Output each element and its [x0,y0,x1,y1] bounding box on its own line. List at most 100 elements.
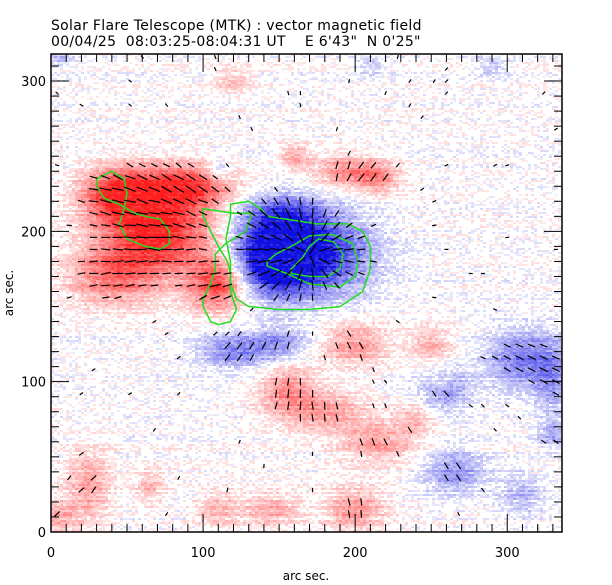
negative-field-cell [99,78,102,80]
positive-field-cell [174,108,177,110]
positive-field-cell [483,158,486,160]
positive-field-cell [105,54,108,56]
negative-field-cell [267,88,270,90]
negative-field-cell [162,126,165,128]
positive-field-cell [390,172,393,174]
positive-field-cell [222,60,225,62]
negative-field-cell [204,118,207,120]
positive-field-cell [129,158,132,160]
positive-field-cell [354,156,357,158]
positive-field-cell [177,158,180,160]
positive-field-cell [336,100,339,102]
negative-field-cell [552,144,555,146]
positive-field-cell [285,122,288,124]
positive-field-cell [420,172,423,174]
negative-field-cell [60,120,63,122]
positive-field-cell [228,68,231,70]
positive-field-cell [114,170,117,172]
positive-field-cell [195,176,198,178]
negative-field-cell [228,100,231,102]
negative-field-cell [114,58,117,60]
positive-field-cell [324,170,327,172]
positive-field-cell [291,172,294,174]
negative-field-cell [522,140,525,142]
positive-field-cell [246,86,249,88]
positive-field-cell [504,160,507,162]
negative-field-cell [534,88,537,90]
negative-field-cell [429,72,432,74]
positive-field-cell [360,174,363,176]
positive-field-cell [63,150,66,152]
negative-field-cell [255,156,258,158]
positive-field-cell [147,68,150,70]
negative-field-cell [498,76,501,78]
positive-field-cell [90,178,93,180]
positive-field-cell [351,140,354,142]
positive-field-cell [555,58,558,60]
negative-field-cell [534,56,537,58]
positive-field-cell [255,160,258,162]
positive-field-cell [399,116,402,118]
negative-field-cell [51,74,54,76]
negative-field-cell [441,130,444,132]
negative-field-cell [261,100,264,102]
positive-field-cell [534,84,537,86]
negative-field-cell [543,126,546,128]
positive-field-cell [528,84,531,86]
positive-field-cell [162,116,165,118]
negative-field-cell [327,94,330,96]
positive-field-cell [291,162,294,164]
positive-field-cell [279,128,282,130]
negative-field-cell [270,72,273,74]
positive-field-cell [228,58,231,60]
positive-field-cell [183,66,186,68]
positive-field-cell [504,126,507,128]
negative-field-cell [504,70,507,72]
positive-field-cell [96,174,99,176]
positive-field-cell [138,124,141,126]
positive-field-cell [378,148,381,150]
positive-field-cell [345,164,348,166]
negative-field-cell [153,80,156,82]
negative-field-cell [546,166,549,168]
positive-field-cell [99,158,102,160]
negative-field-cell [360,94,363,96]
negative-field-cell [474,68,477,70]
positive-field-cell [396,130,399,132]
positive-field-cell [486,174,489,176]
positive-field-cell [162,76,165,78]
positive-field-cell [297,142,300,144]
positive-field-cell [549,160,552,162]
positive-field-cell [375,162,378,164]
negative-field-cell [516,168,519,170]
positive-field-cell [525,174,528,176]
positive-field-cell [93,82,96,84]
positive-field-cell [105,134,108,136]
positive-field-cell [201,170,204,172]
positive-field-cell [147,166,150,168]
negative-field-cell [489,78,492,80]
positive-field-cell [162,70,165,72]
positive-field-cell [243,174,246,176]
positive-field-cell [117,142,120,144]
negative-field-cell [156,106,159,108]
negative-field-cell [285,120,288,122]
positive-field-cell [135,180,138,182]
positive-field-cell [231,140,234,142]
positive-field-cell [366,140,369,142]
negative-field-cell [363,68,366,70]
negative-field-cell [423,100,426,102]
positive-field-cell [141,66,144,68]
positive-field-cell [471,64,474,66]
negative-field-cell [507,106,510,108]
negative-field-cell [219,166,222,168]
negative-field-cell [363,118,366,120]
positive-field-cell [66,124,69,126]
positive-field-cell [204,166,207,168]
positive-field-cell [393,176,396,178]
negative-field-cell [183,118,186,120]
positive-field-cell [264,128,267,130]
negative-field-cell [195,68,198,70]
negative-field-cell [489,124,492,126]
negative-field-cell [339,82,342,84]
